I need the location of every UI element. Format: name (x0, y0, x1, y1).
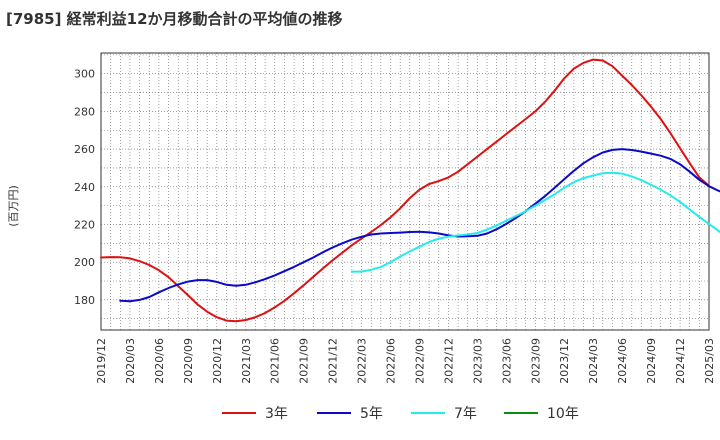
plot-frame (100, 52, 710, 331)
series-lines (100, 58, 720, 323)
x-tick-label: 2023/06 (500, 338, 513, 384)
series-line-5年 (119, 148, 720, 303)
x-tick-label: 2023/09 (529, 338, 542, 384)
grid-lines (100, 53, 710, 330)
x-tick-label: 2024/12 (674, 338, 687, 384)
x-tick-label: 2021/03 (240, 338, 253, 384)
legend-label: 7年 (454, 406, 477, 422)
legend-label: 5年 (360, 406, 383, 422)
y-tick-label: 220 (74, 218, 95, 231)
x-tick-label: 2023/12 (558, 338, 571, 384)
y-axis-label: (百万円) (7, 185, 20, 227)
chart-title: [7985] 経常利益12か月移動合計の平均値の推移 (6, 10, 343, 28)
legend-label: 3年 (265, 406, 288, 422)
axes: 180 200 220 240 260 280 300 2019/12 2020/03 2020/… (74, 52, 716, 384)
y-tick-label: 300 (74, 68, 95, 81)
series-line-3年 (100, 58, 710, 323)
x-tick-label: 2020/09 (182, 338, 195, 384)
x-tick-label: 2024/09 (645, 338, 658, 384)
x-tick-label: 2022/12 (442, 338, 455, 384)
y-tick-label: 240 (74, 181, 95, 194)
x-tick-label: 2023/03 (471, 338, 484, 384)
x-tick-label: 2022/06 (385, 338, 398, 384)
legend-label: 10年 (547, 406, 579, 422)
x-tick-label: 2024/03 (587, 338, 600, 384)
y-tick-label: 280 (74, 105, 95, 118)
x-tick-label: 2025/03 (703, 338, 716, 384)
x-tick-label: 2024/06 (616, 338, 629, 384)
x-tick-label: 2022/03 (356, 338, 369, 384)
x-tick-label: 2021/12 (327, 338, 340, 384)
x-tick-label: 2022/09 (413, 338, 426, 384)
x-tick-label: 2020/06 (153, 338, 166, 384)
x-tick-label: 2021/06 (269, 338, 282, 384)
y-tick-label: 260 (74, 143, 95, 156)
x-tick-label: 2020/03 (124, 338, 137, 384)
x-tick-label: 2019/12 (95, 338, 108, 384)
x-tick-label: 2021/09 (298, 338, 311, 384)
series-line-7年 (350, 171, 720, 273)
y-tick-label: 180 (74, 294, 95, 307)
y-tick-label: 200 (74, 256, 95, 269)
x-tick-label: 2020/12 (211, 338, 224, 384)
legend: 3年 5年 7年 10年 (222, 406, 579, 422)
